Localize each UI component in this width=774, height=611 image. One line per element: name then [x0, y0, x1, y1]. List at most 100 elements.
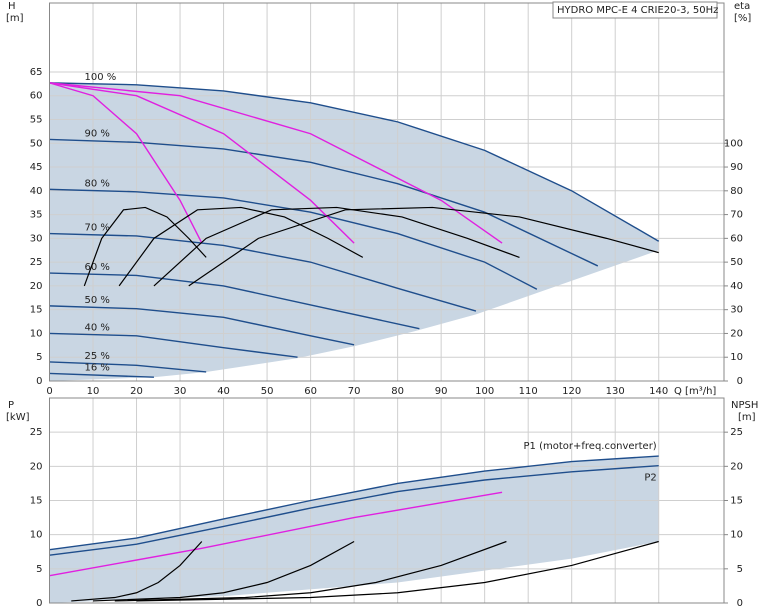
y-axis-label: P [8, 400, 14, 411]
y-axis-unit: [kW] [6, 412, 30, 423]
y-tick-label: 15 [30, 496, 43, 507]
y2-tick-label: 15 [730, 496, 743, 507]
curve [188, 206, 659, 287]
y-tick-label: 20 [30, 461, 43, 472]
y-tick-label: 45 [30, 162, 43, 173]
y2-tick-label: 10 [730, 530, 743, 541]
curve [49, 272, 420, 330]
x-tick-label: 130 [606, 386, 625, 397]
chart-title: HYDRO MPC-E 4 CRIE20-3, 50Hz [557, 5, 718, 16]
curve-label: 50 % [85, 295, 110, 306]
y-tick-label: 5 [36, 564, 42, 575]
x-tick-label: 60 [304, 386, 317, 397]
curve-label: 80 % [85, 178, 110, 189]
y-tick-label: 0 [36, 598, 42, 609]
y2-axis-label: eta [734, 1, 750, 12]
y2-tick-label: 0 [737, 376, 743, 387]
y2-tick-label: 0 [737, 598, 743, 609]
curve [49, 305, 355, 346]
curve-label: 40 % [85, 322, 110, 333]
curve [118, 206, 364, 287]
y2-tick-label: 60 [730, 233, 743, 244]
x-tick-label: 120 [562, 386, 581, 397]
curve [49, 82, 503, 244]
y2-tick-label: 100 [724, 138, 743, 149]
y2-axis-label: NPSH [731, 400, 758, 411]
curve-label: 16 % [85, 362, 110, 373]
curve-label: 25 % [85, 351, 110, 362]
curve-label: 70 % [85, 223, 110, 234]
curve-label: 90 % [85, 128, 110, 139]
x-tick-label: 110 [519, 386, 538, 397]
y2-tick-label: 10 [730, 352, 743, 363]
curve-label: 60 % [85, 262, 110, 273]
y-tick-label: 10 [30, 530, 43, 541]
y-tick-label: 35 [30, 210, 43, 221]
curve [83, 206, 207, 287]
y2-tick-label: 90 [730, 162, 743, 173]
x-tick-label: 20 [130, 386, 143, 397]
x-tick-label: 140 [649, 386, 668, 397]
y-tick-label: 15 [30, 305, 43, 316]
y-tick-label: 60 [30, 91, 43, 102]
plot-frame [49, 2, 725, 382]
y-tick-label: 25 [30, 427, 43, 438]
curve [49, 82, 660, 242]
curve [49, 138, 599, 267]
curve [49, 232, 477, 312]
x-tick-label: 50 [261, 386, 274, 397]
x-tick-label: 30 [174, 386, 187, 397]
curve [153, 206, 520, 287]
y2-tick-label: 40 [730, 281, 743, 292]
x-tick-label: 10 [87, 386, 100, 397]
curve [49, 372, 154, 378]
y-axis-unit: [m] [6, 13, 24, 24]
curve [49, 361, 207, 373]
curve [136, 540, 659, 602]
y-tick-label: 25 [30, 257, 43, 268]
y2-tick-label: 5 [737, 564, 743, 575]
y-tick-label: 50 [30, 138, 43, 149]
y2-axis-unit: [m] [738, 412, 756, 423]
x-tick-label: 80 [391, 386, 404, 397]
curve [49, 464, 659, 556]
y2-tick-label: 80 [730, 186, 743, 197]
curve [49, 455, 659, 551]
curve [71, 541, 203, 602]
curve-label: P1 (motor+freq.converter) [524, 441, 657, 452]
y2-axis-unit: [%] [734, 13, 751, 24]
curve-label: P2 [644, 473, 656, 484]
y2-tick-label: 50 [730, 257, 743, 268]
curve [49, 82, 203, 244]
y2-tick-label: 70 [730, 210, 743, 221]
curve [49, 188, 538, 290]
curve-label: 100 % [85, 72, 117, 83]
curve [49, 82, 355, 244]
y2-tick-label: 25 [730, 427, 743, 438]
title-box [552, 1, 718, 19]
x-tick-label: 100 [475, 386, 494, 397]
y-tick-label: 40 [30, 186, 43, 197]
y-tick-label: 10 [30, 328, 43, 339]
y2-tick-label: 20 [730, 461, 743, 472]
curve [49, 332, 298, 358]
y2-tick-label: 30 [730, 305, 743, 316]
x-tick-label: 0 [46, 386, 52, 397]
y-axis-label: H [8, 1, 16, 12]
y-tick-label: 5 [36, 352, 42, 363]
y-tick-label: 30 [30, 233, 43, 244]
x-tick-label: 40 [217, 386, 230, 397]
x-tick-label: 90 [435, 386, 448, 397]
curve [114, 540, 507, 602]
plot-layer: 0 10 20 30 40 50 60 70 80 90 100 110 120 130 140051015… [30, 2, 743, 609]
curve [49, 491, 503, 577]
y-tick-label: 20 [30, 281, 43, 292]
y-tick-label: 65 [30, 67, 43, 78]
y-tick-label: 55 [30, 114, 43, 125]
x-axis-label: Q [m³/h] [674, 386, 716, 397]
y-tick-label: 0 [36, 376, 42, 387]
y2-tick-label: 20 [730, 328, 743, 339]
curve [92, 540, 355, 602]
x-tick-label: 70 [348, 386, 361, 397]
